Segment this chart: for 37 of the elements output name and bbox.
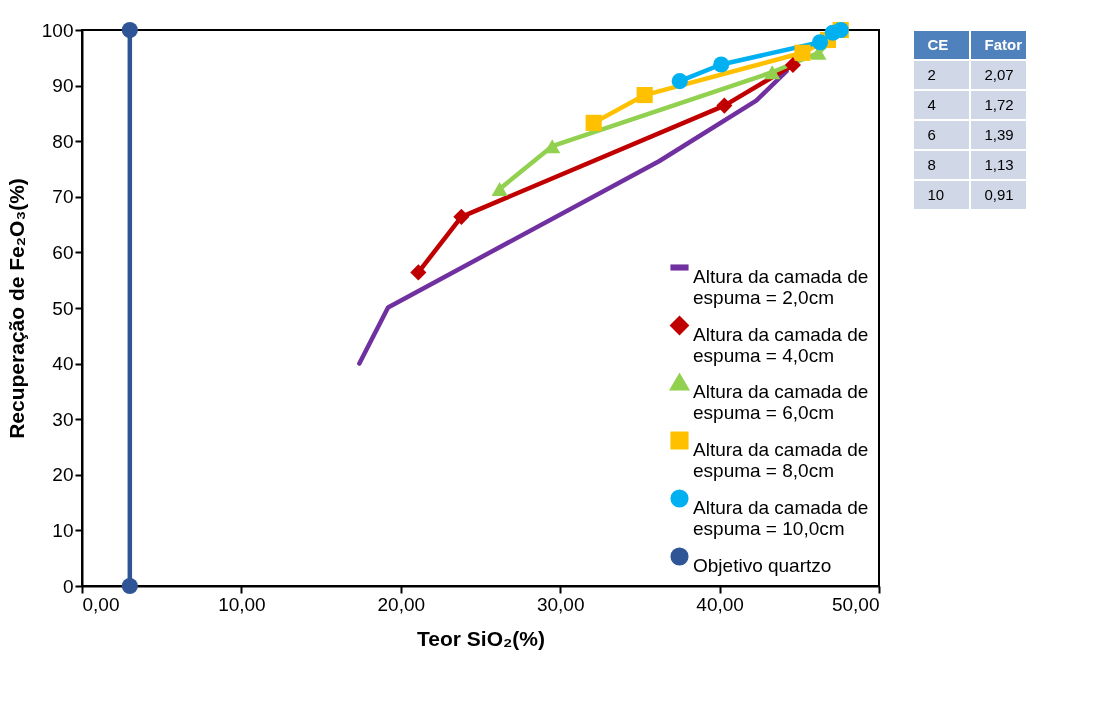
text: 10: [927, 186, 945, 203]
y-axis-title: Recuperação de Fe₂O₃(%): [4, 178, 28, 439]
x-tick-label: 10,00: [218, 593, 266, 615]
y-tick-label: 70: [52, 186, 74, 208]
y-tick-label: 10: [52, 519, 74, 541]
y-tick-label: 80: [52, 130, 74, 152]
text: 4: [927, 96, 936, 113]
text: 8: [927, 156, 936, 173]
text: CE: [927, 36, 949, 53]
text: 1,39: [984, 126, 1014, 143]
text: 1,13: [984, 156, 1014, 173]
y-tick-label: 50: [52, 297, 74, 319]
y-tick-label: 90: [52, 75, 74, 97]
y-tick-label: 20: [52, 464, 74, 486]
legend-label: Altura da camada de espuma = 8,0cm: [693, 438, 869, 481]
x-tick-label: 30,00: [536, 593, 585, 615]
x-axis-title: Teor SiO₂(%): [417, 626, 545, 650]
x-tick-label: 50,00: [831, 593, 880, 615]
y-tick-label: 40: [52, 353, 74, 375]
x-tick-label: 20,00: [377, 593, 426, 615]
text: 2,07: [984, 66, 1014, 83]
x-tick-label: 40,00: [696, 593, 744, 615]
x-tick-label: 0,00: [82, 593, 120, 615]
y-tick-label: 30: [52, 408, 74, 430]
text: 0,91: [984, 186, 1014, 203]
legend-label: Altura da camada de espuma = 4,0cm: [693, 323, 869, 366]
legend-label: Altura da camada de espuma = 2,0cm: [693, 265, 869, 308]
text: Fator: [984, 36, 1023, 53]
y-tick-label: 100: [41, 19, 74, 41]
legend-label: Altura da camada de espuma = 6,0cm: [693, 380, 869, 423]
text: 1,72: [984, 96, 1014, 113]
legend-label: Objetivo quartzo: [693, 554, 832, 576]
legend-label: Altura da camada de espuma = 10,0cm: [693, 496, 869, 539]
text: 2: [927, 66, 936, 83]
y-tick-label: 0: [62, 575, 74, 597]
text: 6: [927, 126, 936, 143]
y-tick-label: 60: [52, 241, 74, 263]
